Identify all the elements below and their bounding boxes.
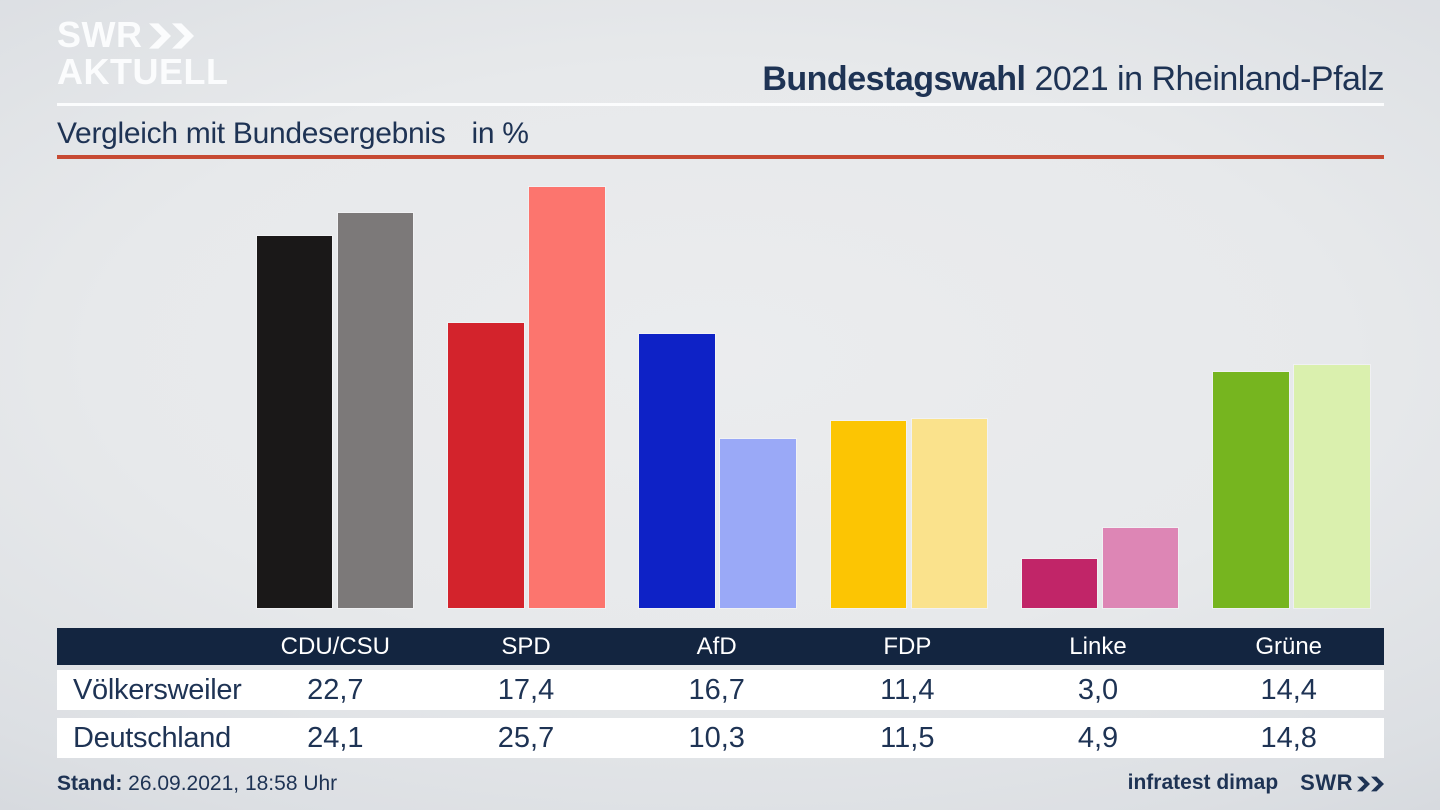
value-v-lkersweiler-afd: 16,7 bbox=[688, 673, 745, 706]
row-label-deutschland: Deutschland bbox=[73, 721, 231, 754]
bar-deutschland-cdu-csu bbox=[337, 212, 414, 608]
logo-text-swr: SWR bbox=[57, 14, 143, 55]
bar-deutschland-fdp bbox=[911, 419, 988, 608]
value-v-lkersweiler-cdu-csu: 22,7 bbox=[307, 673, 364, 706]
subtitle-text: Vergleich mit Bundesergebnis bbox=[57, 117, 446, 150]
value-deutschland-gr-ne: 14,8 bbox=[1260, 721, 1317, 754]
title-rest: 2021 in Rheinland-Pfalz bbox=[1034, 60, 1384, 98]
swr-logo-small-text: SWR bbox=[1300, 770, 1353, 795]
bar-deutschland-spd bbox=[529, 186, 605, 608]
timestamp-label: Stand: bbox=[57, 772, 123, 795]
column-header-fdp: FDP bbox=[883, 632, 932, 660]
header-divider bbox=[57, 103, 1384, 106]
value-deutschland-spd: 25,7 bbox=[497, 721, 555, 754]
value-deutschland-afd: 10,3 bbox=[688, 721, 745, 754]
double-chevron-right-icon bbox=[148, 23, 194, 49]
value-deutschland-linke: 4,9 bbox=[1077, 721, 1119, 754]
value-v-lkersweiler-spd: 17,4 bbox=[497, 673, 555, 706]
subtitle-unit: in % bbox=[471, 117, 529, 150]
column-header-cdu-csu: CDU/CSU bbox=[280, 632, 390, 660]
bar-v-lkersweiler-cdu-csu bbox=[256, 235, 333, 608]
bar-deutschland-gr-ne bbox=[1294, 365, 1370, 608]
column-header-spd: SPD bbox=[501, 632, 551, 660]
bar-v-lkersweiler-spd bbox=[448, 322, 524, 608]
value-deutschland-fdp: 11,5 bbox=[880, 721, 935, 754]
bar-deutschland-afd bbox=[720, 439, 796, 608]
swr-aktuell-logo: SWR AKTUELL bbox=[57, 16, 228, 90]
swr-logo-small: SWR bbox=[1300, 770, 1384, 796]
timestamp: Stand: 26.09.2021, 18:58 Uhr bbox=[57, 772, 337, 796]
column-header-linke: Linke bbox=[1069, 632, 1127, 660]
table-row-voelkersweiler: Völkersweiler 22,7 17,4 16,7 11,4 3,0 14,4 bbox=[57, 670, 1384, 710]
table-row-deutschland: Deutschland 24,1 25,7 10,3 11,5 4,9 14,8 bbox=[57, 718, 1384, 758]
bar-v-lkersweiler-linke bbox=[1021, 558, 1098, 608]
source-name: infratest dimap bbox=[1127, 771, 1279, 794]
value-v-lkersweiler-fdp: 11,4 bbox=[880, 673, 935, 706]
value-v-lkersweiler-gr-ne: 14,4 bbox=[1260, 673, 1317, 706]
bar-v-lkersweiler-afd bbox=[639, 334, 715, 608]
column-header-gr-ne: Grüne bbox=[1255, 632, 1323, 660]
logo-text-aktuell: AKTUELL bbox=[57, 51, 229, 92]
bar-v-lkersweiler-gr-ne bbox=[1213, 371, 1289, 608]
timestamp-value: 26.09.2021, 18:58 Uhr bbox=[128, 772, 338, 795]
chart-subtitle: Vergleich mit Bundesergebnis in % bbox=[57, 117, 529, 151]
title-bold: Bundestagswahl bbox=[762, 60, 1026, 98]
column-header-afd: AfD bbox=[696, 632, 737, 660]
value-v-lkersweiler-linke: 3,0 bbox=[1077, 673, 1119, 706]
bar-v-lkersweiler-fdp bbox=[830, 421, 907, 608]
page-title: Bundestagswahl 2021 in Rheinland-Pfalz bbox=[484, 61, 1384, 97]
bar-deutschland-linke bbox=[1102, 527, 1179, 608]
table-header-row: CDU/CSU SPD AfD FDP Linke Grüne bbox=[57, 628, 1384, 665]
row-label-v-lkersweiler: Völkersweiler bbox=[73, 673, 242, 706]
accent-divider bbox=[57, 155, 1384, 159]
value-deutschland-cdu-csu: 24,1 bbox=[307, 721, 364, 754]
source-credit: infratest dimap SWR bbox=[1128, 770, 1384, 796]
double-chevron-right-icon bbox=[1357, 776, 1384, 792]
